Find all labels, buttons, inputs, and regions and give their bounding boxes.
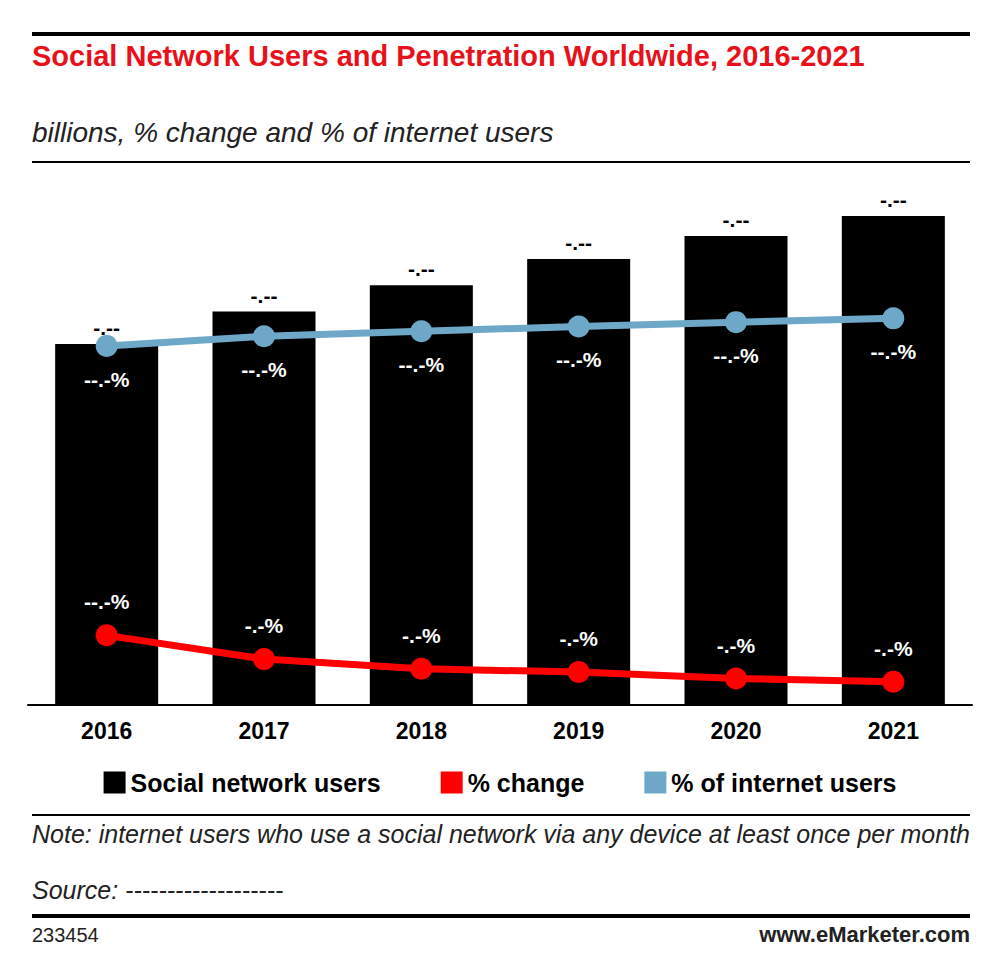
svg-text:% of internet users: % of internet users <box>671 769 896 797</box>
svg-text:% change: % change <box>468 769 585 797</box>
svg-text:2018: 2018 <box>396 718 447 744</box>
svg-text:-.--: -.-- <box>408 257 435 280</box>
svg-text:--.-%: --.-% <box>241 358 287 381</box>
svg-text:-.--: -.-- <box>251 284 278 307</box>
svg-text:-.-%: -.-% <box>402 624 441 647</box>
svg-text:-.-%: -.-% <box>245 614 284 637</box>
svg-text:--.-%: --.-% <box>84 368 130 391</box>
svg-text:-.-%: -.-% <box>559 627 598 650</box>
svg-text:2021: 2021 <box>868 718 919 744</box>
svg-text:-.--: -.-- <box>880 188 907 211</box>
svg-text:-.-%: -.-% <box>717 634 756 657</box>
svg-text:--.-%: --.-% <box>556 348 602 371</box>
svg-text:--.-%: --.-% <box>399 353 445 376</box>
svg-text:-.--: -.-- <box>723 208 750 231</box>
svg-text:Social network users: Social network users <box>131 769 381 797</box>
html-text:www.eMarketer.com: www.eMarketer.com <box>759 922 970 947</box>
html-text:Social Network Users and Penet: Social Network Users and Penetration Wor… <box>32 40 865 72</box>
svg-text:-.--: -.-- <box>565 231 592 254</box>
svg-text:2017: 2017 <box>238 718 289 744</box>
html-text:Note: internet users who use a: Note: internet users who use a social ne… <box>32 820 970 848</box>
svg-text:--.-%: --.-% <box>713 344 759 367</box>
html-text:Source: -------------------: Source: ------------------- <box>32 876 284 904</box>
html-text:billions, % change and % of in: billions, % change and % of internet use… <box>32 117 554 148</box>
svg-text:2016: 2016 <box>81 718 132 744</box>
svg-text:2020: 2020 <box>710 718 761 744</box>
svg-text:--.-%: --.-% <box>84 590 130 613</box>
svg-text:--.-%: --.-% <box>871 340 917 363</box>
html-text:233454: 233454 <box>32 924 99 946</box>
svg-text:2019: 2019 <box>553 718 604 744</box>
svg-text:-.-%: -.-% <box>874 637 913 660</box>
